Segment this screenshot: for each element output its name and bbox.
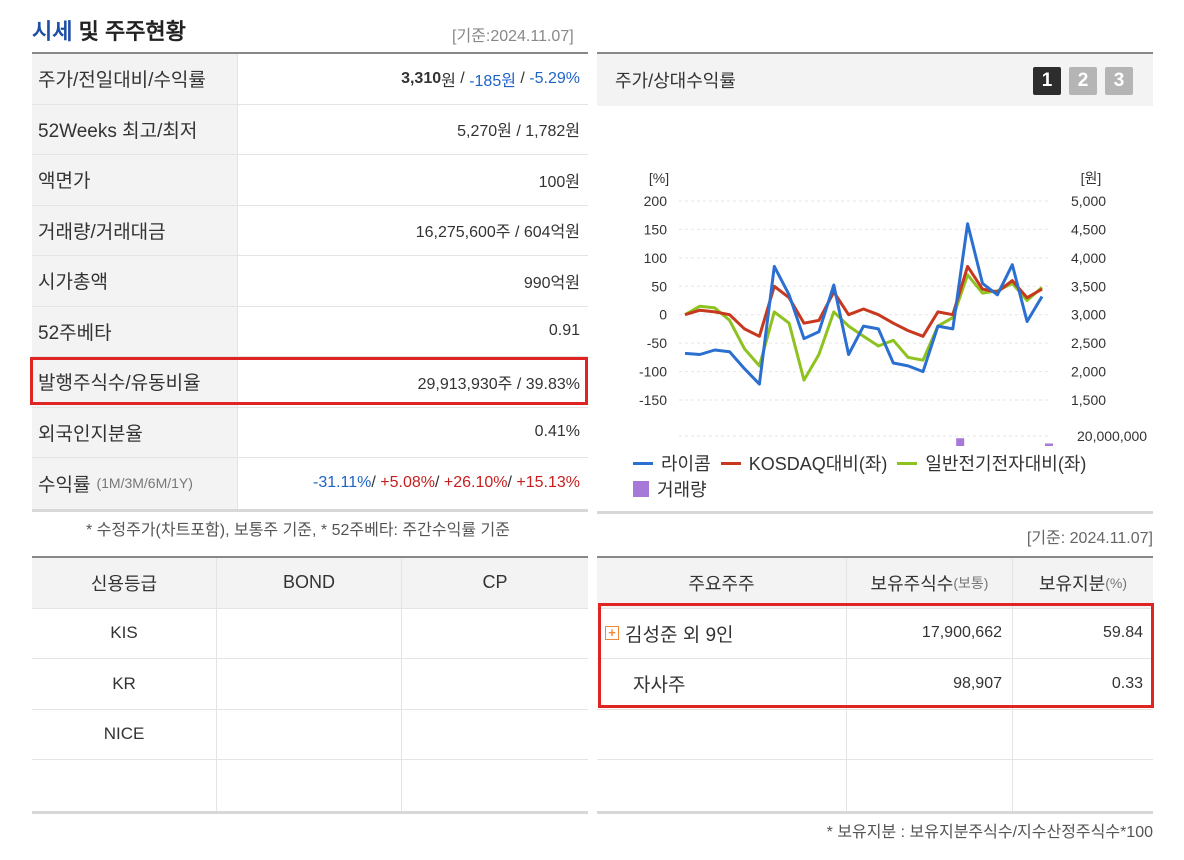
chart-panel: 주가/상대수익률 1 2 3 [%] [원] 200 5,000 150 4,500 100… <box>597 52 1153 514</box>
basis-date-left: [기준:2024.11.07] <box>452 28 574 45</box>
right-tick-label: 3,500 <box>1071 278 1106 294</box>
basis-date-right: [기준: 2024.11.07] <box>1026 530 1153 547</box>
volume-tick-label: 20,000,000 <box>1077 428 1147 444</box>
legend-swatch <box>633 481 649 497</box>
chart-page-1-button[interactable]: 1 <box>1033 67 1061 95</box>
chart-page-3-button[interactable]: 3 <box>1105 67 1133 95</box>
shares-outstanding-row: 발행주식수/유동비율 29,913,930주 / 39.83% <box>32 357 588 408</box>
series-line <box>684 222 1044 386</box>
left-tick-label: -100 <box>639 364 667 380</box>
right-tick-label: 3,000 <box>1071 307 1106 323</box>
row-label: 주가/전일대비/수익률 <box>32 54 238 104</box>
table-header: 주요주주 보유주식수 (보통) 보유지분 (%) <box>597 558 1153 609</box>
right-tick-label: 1,500 <box>1071 392 1106 408</box>
price-row: 주가/전일대비/수익률 3,310 원 / -185원 / -5.29% <box>32 54 588 105</box>
right-tick-label: 2,000 <box>1071 364 1106 380</box>
row-value: 3,310 원 / -185원 / -5.29% <box>238 54 588 104</box>
chart-pager: 1 2 3 <box>1033 67 1133 95</box>
table-header: 신용등급 BOND CP <box>32 558 588 609</box>
major-shareholders-table: 주요주주 보유주식수 (보통) 보유지분 (%) + 김성준 외 9인 17,900,… <box>597 556 1153 814</box>
left-tick-label: 100 <box>644 250 668 266</box>
footnote-left: * 수정주가(차트포함), 보통주 기준, * 52주베타: 주간수익률 기준 <box>86 522 510 539</box>
return-3m: +5.08% <box>380 474 435 492</box>
table-row: KIS <box>32 608 588 659</box>
market-cap-row: 시가총액 990억원 <box>32 256 588 307</box>
legend-item: 라이콤 <box>633 450 711 476</box>
legend-item: 일반전기전자대비(좌) <box>897 450 1086 476</box>
chart-page-2-button[interactable]: 2 <box>1069 67 1097 95</box>
price-summary-table: 주가/전일대비/수익률 3,310 원 / -185원 / -5.29% 52W… <box>32 52 588 512</box>
volume-bar <box>1045 443 1053 446</box>
right-tick-label: 2,500 <box>1071 335 1106 351</box>
price-change-pct: -5.29% <box>529 69 580 87</box>
series-line <box>684 273 1043 382</box>
footnote-right: * 보유지분 : 보유지분주식수/지수산정주식수*100 <box>826 824 1153 841</box>
left-tick-label: 0 <box>659 307 667 323</box>
holder-name: 김성준 외 9인 <box>625 624 734 646</box>
week52-row: 52Weeks 최고/최저 5,270원 / 1,782원 <box>32 104 588 155</box>
chart-legend: 라이콤 KOSDAQ대비(좌) 일반전기전자대비(좌) 거래량 <box>633 450 1096 502</box>
right-tick-label: 5,000 <box>1071 193 1106 209</box>
legend-swatch <box>897 461 918 465</box>
legend-swatch <box>633 461 653 465</box>
chart-plot: [%] [원] 200 5,000 150 4,500 100 4,000 50 3,500 0 3,… <box>639 170 1147 446</box>
table-row <box>32 760 588 811</box>
current-price: 3,310 <box>401 69 442 87</box>
legend-item: KOSDAQ대비(좌) <box>720 450 887 476</box>
volume-row: 거래량/거래대금 16,275,600주 / 604억원 <box>32 205 588 256</box>
chart-title: 주가/상대수익률 <box>615 71 736 91</box>
chart-header: 주가/상대수익률 1 2 3 <box>597 54 1153 106</box>
left-axis-unit: [%] <box>649 170 669 186</box>
table-row <box>597 709 1153 760</box>
table-row <box>597 760 1153 811</box>
left-tick-label: -50 <box>647 335 667 351</box>
returns-row: 수익률 (1M/3M/6M/1Y) -31.11% / +5.08% / +26.… <box>32 458 588 509</box>
volume-bar <box>956 438 965 446</box>
right-tick-label: 4,000 <box>1071 250 1106 266</box>
page-title: 시세 및 주주현황 <box>32 19 186 44</box>
return-1m: -31.11% <box>312 474 372 492</box>
left-tick-label: 150 <box>644 221 668 237</box>
credit-rating-table: 신용등급 BOND CP KIS KR NICE <box>32 556 588 814</box>
right-tick-label: 4,500 <box>1071 221 1106 237</box>
right-axis-unit: [원] <box>1081 170 1102 186</box>
return-6m: +26.10% <box>443 474 508 492</box>
legend-swatch <box>720 461 741 465</box>
table-row: + 김성준 외 9인 17,900,662 59.84 <box>597 608 1153 659</box>
holder-name: 자사주 <box>633 675 686 697</box>
return-1y: +15.13% <box>516 474 580 492</box>
left-tick-label: -150 <box>639 392 667 408</box>
foreign-ownership-row: 외국인지분율 0.41% <box>32 407 588 458</box>
table-row: 자사주 98,907 0.33 <box>597 659 1153 710</box>
series-line <box>684 264 1043 338</box>
legend-item: 거래량 <box>633 476 707 502</box>
expand-plus-icon[interactable]: + <box>605 626 619 641</box>
table-row: NICE <box>32 709 588 760</box>
left-tick-label: 50 <box>651 278 667 294</box>
left-tick-label: 200 <box>644 193 668 209</box>
price-change: -185원 <box>469 72 516 90</box>
table-row: KR <box>32 659 588 710</box>
par-value-row: 액면가 100원 <box>32 155 588 206</box>
beta-row: 52주베타 0.91 <box>32 306 588 357</box>
